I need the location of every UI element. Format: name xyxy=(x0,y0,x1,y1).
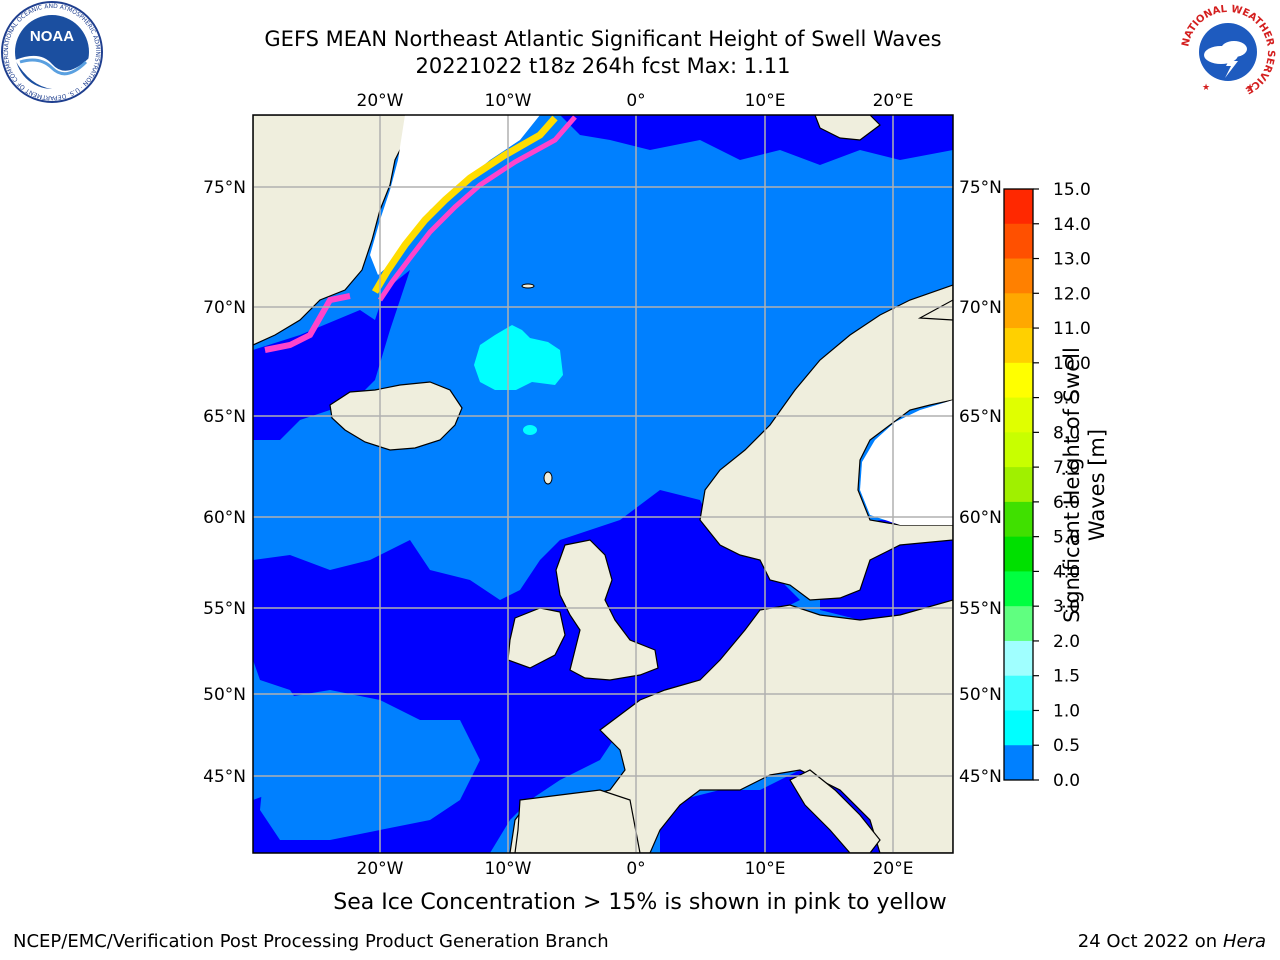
lat-label-right: 65°N xyxy=(959,407,1002,427)
colorbar-segment xyxy=(1004,571,1033,607)
colorbar-tick-label: 15.0 xyxy=(1053,180,1091,200)
land-scandinavia xyxy=(699,284,953,601)
colorbar-label: Significant Height of Swell Waves [m] xyxy=(1060,347,1109,623)
footer-host: Hera xyxy=(1222,931,1266,952)
map-frame xyxy=(252,114,954,854)
colorbar-segment xyxy=(1004,223,1033,260)
lon-label-bottom: 10°E xyxy=(745,859,786,879)
colorbar-tick-label: 0.0 xyxy=(1053,771,1080,791)
colorbar-segment xyxy=(1004,293,1033,329)
land-svalbard xyxy=(814,115,881,141)
lat-label-left: 60°N xyxy=(203,508,246,528)
land-northeast xyxy=(917,299,953,321)
colorbar-tick-label: 1.5 xyxy=(1053,667,1080,687)
colorbar-ticks: 15.0 14.0 13.0 12.0 11.0 10.0 9.0 8.0 7.0 6.0 5.0 4… xyxy=(1033,180,1091,791)
land-iberia xyxy=(514,789,641,853)
colorbar-segment xyxy=(1004,501,1033,538)
noaa-logo: NOAA NATIONAL OCEANIC AND ATMOSPHERIC AD… xyxy=(0,0,103,103)
land-jan-mayen xyxy=(521,283,535,289)
colorbar-tick-label: 5.0 xyxy=(1053,528,1080,548)
gulf-of-bothnia xyxy=(860,400,953,525)
sea-ice-edge-pink xyxy=(377,115,577,302)
colorbar-tick-label: 10.0 xyxy=(1053,354,1091,374)
colorbar xyxy=(1004,189,1033,781)
colorbar-segment xyxy=(1004,536,1033,572)
sea-ice-pink-west xyxy=(264,293,351,353)
colorbar-tick-label: 6.0 xyxy=(1053,493,1080,513)
chart-title: GEFS MEAN Northeast Atlantic Significant… xyxy=(264,27,942,51)
lat-label-left: 50°N xyxy=(203,685,246,705)
colorbar-segment xyxy=(1004,606,1033,642)
colorbar-tick-label: 7.0 xyxy=(1053,458,1080,478)
colorbar-segment xyxy=(1004,189,1033,225)
lat-label-left: 75°N xyxy=(203,178,246,198)
colorbar-tick-label: 14.0 xyxy=(1053,215,1091,235)
colorbar-tick-label: 8.0 xyxy=(1053,423,1080,443)
land-italy xyxy=(789,769,881,853)
swell-zone-cyan-small xyxy=(523,425,537,435)
lon-label-top: 10°W xyxy=(485,91,532,111)
lat-label-right: 60°N xyxy=(959,508,1002,528)
noaa-logo-text: NOAA xyxy=(30,28,74,45)
colorbar-segment xyxy=(1004,362,1033,399)
colorbar-frame xyxy=(1003,188,1034,781)
colorbar-segment xyxy=(1004,258,1033,294)
lon-label-top: 20°E xyxy=(873,91,914,111)
sea-ice-edge xyxy=(371,115,558,294)
lon-label-top: 20°W xyxy=(357,91,404,111)
swell-zone-low-west xyxy=(253,270,410,440)
svg-text:★: ★ xyxy=(1246,83,1254,93)
land-ireland xyxy=(507,607,566,669)
lat-label-left: 45°N xyxy=(203,767,246,787)
footer-date: 24 Oct 2022 on Hera xyxy=(1077,931,1266,952)
colorbar-tick-label: 4.0 xyxy=(1053,562,1080,582)
graticule xyxy=(253,115,953,853)
colorbar-segment xyxy=(1004,640,1033,677)
lon-label-top: 0° xyxy=(626,91,645,111)
lat-label-right: 45°N xyxy=(959,767,1002,787)
swell-zone-low-bay xyxy=(260,690,480,840)
colorbar-segment xyxy=(1004,675,1033,711)
colorbar-tick-label: 2.0 xyxy=(1053,632,1080,652)
colorbar-segment xyxy=(1004,467,1033,503)
svg-text:★: ★ xyxy=(1202,83,1210,93)
colorbar-segment xyxy=(1004,745,1033,781)
colorbar-tick-label: 0.5 xyxy=(1053,736,1080,756)
lat-label-left: 70°N xyxy=(203,298,246,318)
lat-label-left: 65°N xyxy=(203,407,246,427)
footer-credit: NCEP/EMC/Verification Post Processing Pr… xyxy=(13,931,609,952)
lat-label-right: 50°N xyxy=(959,685,1002,705)
land-great-britain xyxy=(555,539,659,681)
lon-label-bottom: 20°E xyxy=(873,859,914,879)
lon-label-bottom: 20°W xyxy=(357,859,404,879)
colorbar-tick-label: 3.0 xyxy=(1053,597,1080,617)
swell-zone-cyan xyxy=(474,325,563,390)
chart-subtitle: 20221022 t18z 264h fcst Max: 1.11 xyxy=(415,54,791,78)
colorbar-tick-label: 12.0 xyxy=(1053,284,1091,304)
lat-label-right: 75°N xyxy=(959,178,1002,198)
lat-label-right: 55°N xyxy=(959,599,1002,619)
nws-logo: NATIONAL WEATHER SERVICE ★ ★ xyxy=(1178,2,1278,102)
lon-label-top: 10°E xyxy=(745,91,786,111)
colorbar-tick-label: 11.0 xyxy=(1053,319,1091,339)
colorbar-segment xyxy=(1004,710,1033,746)
lon-label-bottom: 10°W xyxy=(485,859,532,879)
colorbar-segment xyxy=(1004,397,1033,433)
colorbar-segment xyxy=(1004,328,1033,364)
lon-label-bottom: 0° xyxy=(626,859,645,879)
lat-label-right: 70°N xyxy=(959,298,1002,318)
colorbar-tick-label: 1.0 xyxy=(1053,701,1080,721)
colorbar-tick-label: 9.0 xyxy=(1053,389,1080,409)
colorbar-segment xyxy=(1004,432,1033,468)
colorbar-tick-label: 13.0 xyxy=(1053,250,1091,270)
sea-ice-caption: Sea Ice Concentration > 15% is shown in … xyxy=(333,890,947,915)
lat-label-left: 55°N xyxy=(203,599,246,619)
land-faroe xyxy=(543,471,553,485)
